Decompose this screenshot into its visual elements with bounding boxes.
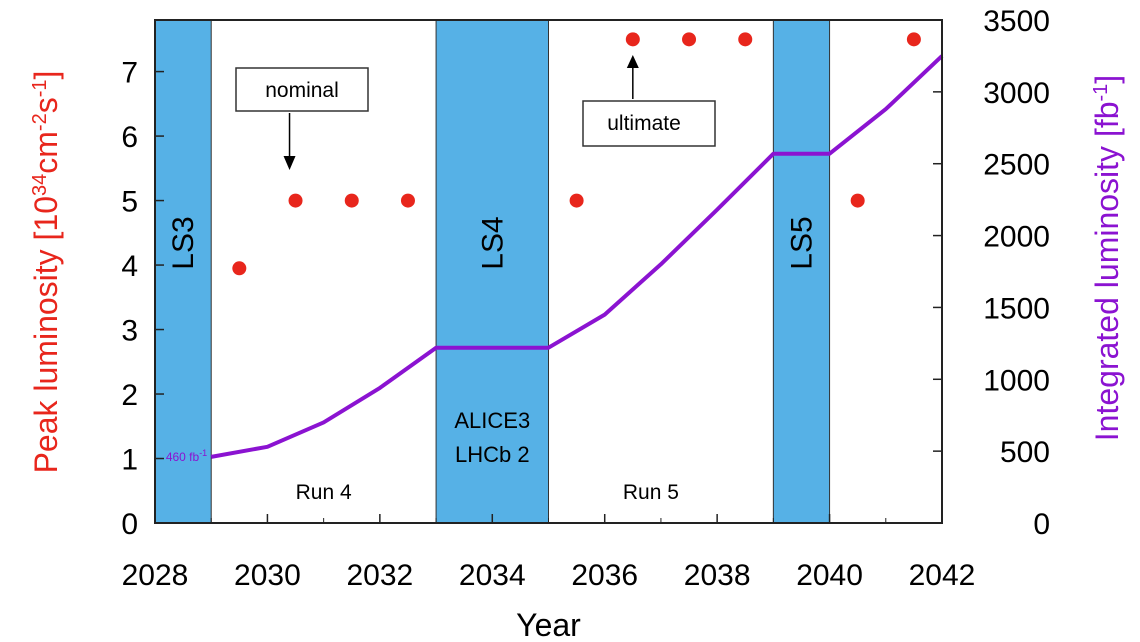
left-tick-label-4: 4	[121, 250, 138, 283]
y-left-label-part3: s	[28, 97, 64, 113]
peak-luminosity-series	[232, 32, 921, 276]
x-tick-label-1: 2030	[234, 559, 301, 592]
y-right-label-sup: -1	[1090, 84, 1112, 102]
y-left-label-part4: ]	[28, 71, 64, 80]
nominal-arrow-head	[283, 156, 296, 170]
y-left-label-part2: cm	[28, 131, 64, 174]
shutdown-band-ls3	[154, 19, 212, 524]
nominal-box	[235, 67, 369, 112]
shutdown-label-ls3: LS3	[167, 216, 200, 269]
integrated-luminosity-line	[210, 54, 944, 459]
x-tick-label-4: 2036	[571, 559, 638, 592]
peak-point-8	[850, 193, 865, 208]
start-value-sup: -1	[199, 448, 207, 458]
run-label-0: Run 4	[296, 481, 352, 504]
y-left-label-sup2: -2	[29, 113, 51, 131]
shutdown-band-ls5	[772, 19, 831, 524]
right-tick-label-6: 3000	[983, 77, 1050, 110]
peak-point-2	[344, 193, 359, 208]
start-value-text: 460 fb	[166, 450, 200, 464]
peak-point-9	[906, 32, 921, 47]
y-right-label-part1: Integrated luminosity [fb	[1089, 101, 1125, 441]
right-tick-label-1: 500	[1000, 436, 1050, 469]
x-tick-label-2: 2032	[346, 559, 413, 592]
peak-point-6	[682, 32, 697, 47]
left-tick-label-3: 3	[121, 315, 138, 348]
shutdown-label-ls4: LS4	[476, 216, 509, 269]
shutdown-bands: LS3 LS4 LS5 ALICE3 LHCb 2 Run 4 Run 5	[154, 19, 831, 524]
right-tick-label-3: 1500	[983, 292, 1050, 325]
experiment-label-0: ALICE3	[454, 408, 530, 433]
y-axis-right-label: Integrated luminosity [fb-1]	[1089, 75, 1125, 441]
x-tick-label-6: 2040	[796, 559, 863, 592]
peak-point-5	[625, 32, 640, 47]
axes: 2028 2030 2032 2034 2036 2038 2040 2042 0 1 2 3 4 5 6 7…	[121, 5, 1050, 592]
peak-point-3	[400, 193, 415, 208]
left-tick-label-0: 0	[121, 508, 138, 541]
y-right-label-part2: ]	[1089, 75, 1125, 84]
right-tick-label-0: 0	[1033, 508, 1050, 541]
experiment-label-1: LHCb 2	[455, 442, 530, 467]
integrated-luminosity-series: 460 fb-1	[166, 54, 944, 464]
y-left-label-sup3: -1	[29, 79, 51, 97]
y-axis-left-label: Peak luminosity [1034cm-2s-1]	[28, 71, 64, 474]
left-tick-label-5: 5	[121, 186, 138, 219]
peak-point-4	[569, 193, 584, 208]
left-tick-label-1: 1	[121, 444, 138, 477]
x-tick-label-7: 2042	[909, 559, 976, 592]
ultimate-box	[582, 100, 716, 147]
x-axis-label: Year	[516, 607, 581, 642]
left-tick-label-7: 7	[121, 57, 138, 90]
x-tick-label-5: 2038	[684, 559, 751, 592]
peak-point-7	[738, 32, 753, 47]
right-tick-label-4: 2000	[983, 221, 1050, 254]
right-tick-label-7: 3500	[983, 5, 1050, 38]
peak-point-0	[232, 261, 247, 276]
annotations: nominal ultimate	[235, 55, 716, 170]
start-value-label: 460 fb-1	[166, 448, 207, 464]
y-left-label-sup1: 34	[29, 174, 51, 196]
nominal-label: nominal	[265, 79, 339, 102]
x-tick-label-0: 2028	[122, 559, 189, 592]
y-left-label-part1: Peak luminosity [10	[28, 196, 64, 473]
shutdown-label-ls5: LS5	[785, 216, 818, 269]
ultimate-label: ultimate	[607, 112, 681, 135]
left-tick-label-2: 2	[121, 379, 138, 412]
left-tick-label-6: 6	[121, 121, 138, 154]
x-tick-label-3: 2034	[459, 559, 526, 592]
ultimate-arrow-head	[626, 55, 639, 68]
right-tick-label-2: 1000	[983, 364, 1050, 397]
peak-point-1	[288, 193, 303, 208]
run-label-1: Run 5	[623, 481, 679, 504]
right-tick-label-5: 2500	[983, 149, 1050, 182]
